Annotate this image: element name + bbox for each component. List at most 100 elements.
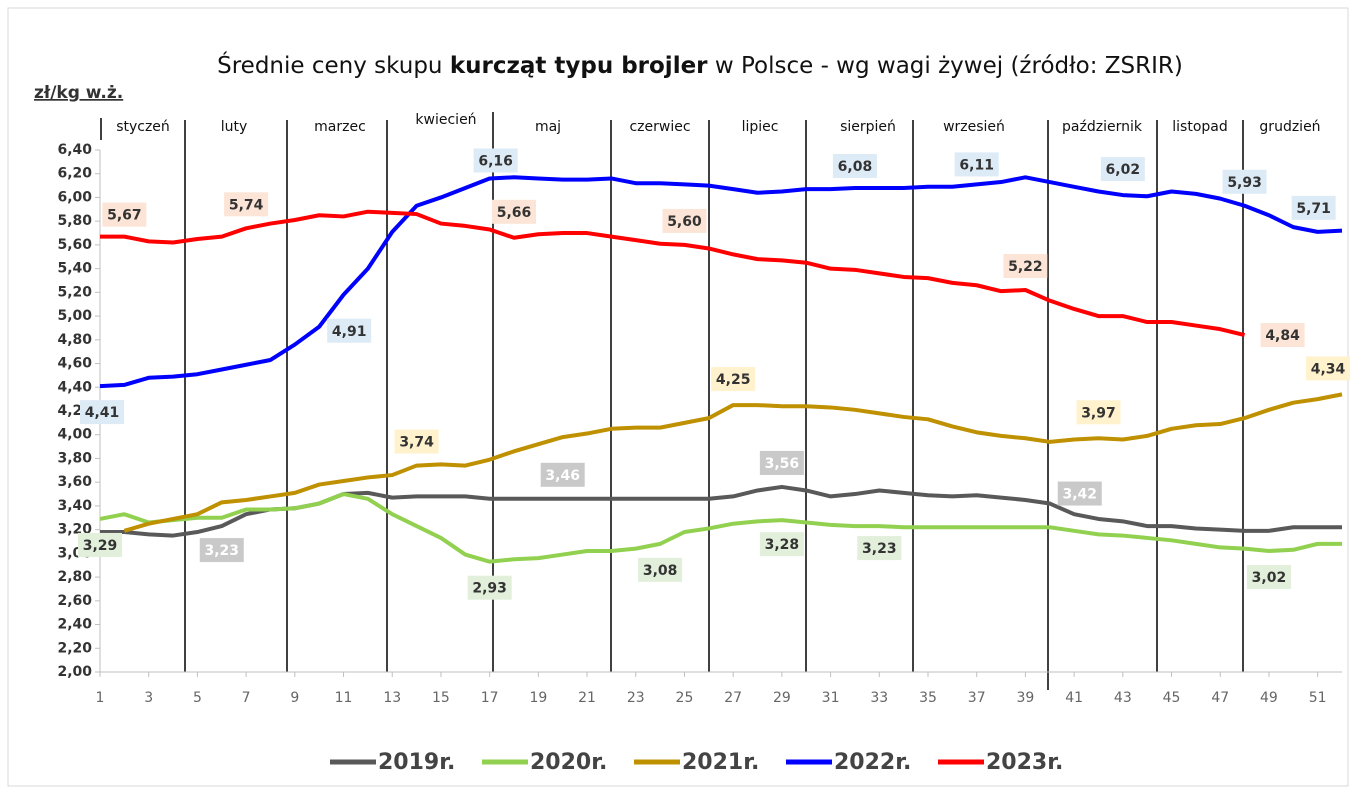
y-tick-label: 2,60: [57, 593, 92, 609]
month-label: luty: [221, 119, 248, 135]
title-part: w Polsce - wg wagi żywej (źródło: ZSRIR): [708, 53, 1183, 79]
value-label-box: [467, 575, 512, 600]
y-tick-label: 3,80: [57, 450, 92, 466]
value-label-box: [394, 429, 439, 454]
legend-label: 2023r.: [986, 750, 1063, 775]
x-tick-label: 43: [1114, 690, 1132, 706]
value-label: 3,28: [765, 537, 800, 553]
y-tick-label: 2,20: [57, 640, 92, 656]
x-tick-label: 39: [1016, 690, 1034, 706]
y-tick-label: 6,20: [57, 166, 92, 182]
value-label-box: [224, 192, 269, 217]
x-tick-label: 35: [919, 690, 937, 706]
value-label-box: [638, 557, 683, 582]
value-label-box: [492, 199, 536, 224]
y-tick-label: 2,00: [57, 664, 92, 680]
value-label: 6,08: [838, 159, 873, 175]
month-label: kwiecień: [415, 112, 476, 128]
title-part: kurcząt typu brojler: [450, 53, 708, 79]
value-label: 5,74: [229, 197, 264, 213]
value-label: 5,66: [497, 205, 532, 221]
x-tick-label: 33: [870, 690, 888, 706]
value-label-box: [1222, 169, 1267, 194]
value-label-box: [78, 532, 122, 557]
value-label: 4,91: [332, 324, 367, 340]
y-tick-label: 5,60: [57, 237, 92, 253]
value-label: 2,93: [472, 581, 507, 597]
value-label: 3,42: [1062, 487, 1097, 503]
month-label: marzec: [314, 119, 366, 135]
value-label: 3,23: [204, 543, 239, 559]
value-label: 6,16: [478, 153, 513, 169]
value-label-box: [1246, 564, 1291, 589]
x-tick-label: 5: [193, 690, 202, 706]
series-line: [123, 392, 1343, 533]
value-label: 5,71: [1296, 201, 1331, 217]
month-label: lipiec: [742, 119, 779, 135]
y-tick-label: 4,40: [57, 379, 92, 395]
x-tick-label: 49: [1260, 690, 1278, 706]
month-label: styczeń: [116, 119, 170, 135]
value-label: 5,93: [1227, 175, 1262, 191]
value-label-box: [1076, 400, 1121, 425]
x-tick-label: 29: [773, 690, 791, 706]
value-label: 3,46: [545, 468, 580, 484]
month-label: czerwiec: [629, 119, 690, 135]
value-label: 3,56: [765, 456, 800, 472]
y-axis-label: zł/kg w.ż.: [34, 83, 123, 103]
value-label-box: [473, 148, 518, 173]
x-tick-label: 25: [676, 690, 694, 706]
chart-frame: [7, 7, 1349, 787]
y-tick-label: 3,40: [57, 498, 92, 514]
legend-label: 2022r.: [834, 750, 911, 775]
x-tick-label: 23: [627, 690, 645, 706]
y-tick-label: 3,60: [57, 474, 92, 490]
value-label-box: [662, 208, 707, 233]
x-tick-label: 13: [383, 690, 401, 706]
value-label: 3,74: [399, 435, 434, 451]
y-tick-label: 6,40: [57, 142, 92, 158]
value-label-box: [711, 367, 756, 392]
value-label: 5,60: [667, 214, 702, 230]
legend-label: 2020r.: [530, 750, 607, 775]
y-tick-label: 6,00: [57, 189, 92, 205]
legend-label: 2019r.: [378, 750, 455, 775]
value-label: 4,25: [716, 372, 751, 388]
month-label: sierpień: [840, 119, 896, 135]
month-label: listopad: [1172, 119, 1227, 135]
value-label: 5,67: [107, 208, 142, 224]
value-label-box: [540, 462, 585, 487]
y-tick-label: 5,80: [57, 213, 92, 229]
x-tick-label: 37: [968, 690, 986, 706]
value-label: 5,22: [1008, 259, 1043, 275]
value-label: 4,34: [1311, 361, 1346, 377]
value-label-box: [102, 202, 147, 227]
y-tick-label: 4,00: [57, 427, 92, 443]
value-label-box: [1291, 195, 1336, 220]
y-tick-label: 5,20: [57, 284, 92, 300]
y-tick-label: 5,00: [57, 308, 92, 324]
title-part: Średnie ceny skupu: [217, 51, 450, 79]
month-label: grudzień: [1259, 119, 1320, 135]
y-tick-label: 4,60: [57, 356, 92, 372]
y-tick-label: 4,80: [57, 332, 92, 348]
value-label: 4,84: [1265, 328, 1300, 344]
y-tick-label: 2,40: [57, 617, 92, 633]
x-tick-label: 3: [144, 690, 153, 706]
series-line: [99, 175, 1343, 389]
legend-label: 2021r.: [682, 750, 759, 775]
series-line: [100, 209, 1246, 338]
value-label: 3,02: [1252, 570, 1287, 586]
x-tick-label: 7: [242, 690, 251, 706]
value-label-box: [1057, 481, 1102, 506]
value-label-box: [199, 538, 244, 563]
value-label-box: [857, 536, 902, 561]
x-tick-label: 11: [335, 690, 353, 706]
chart-title: Średnie ceny skupu kurcząt typu brojler …: [217, 51, 1183, 79]
month-label: wrzesień: [943, 119, 1005, 135]
value-label-box: [759, 450, 804, 475]
value-label: 3,29: [83, 538, 118, 554]
month-label: październik: [1062, 119, 1143, 135]
x-tick-label: 1: [96, 690, 105, 706]
month-label: maj: [535, 119, 561, 135]
